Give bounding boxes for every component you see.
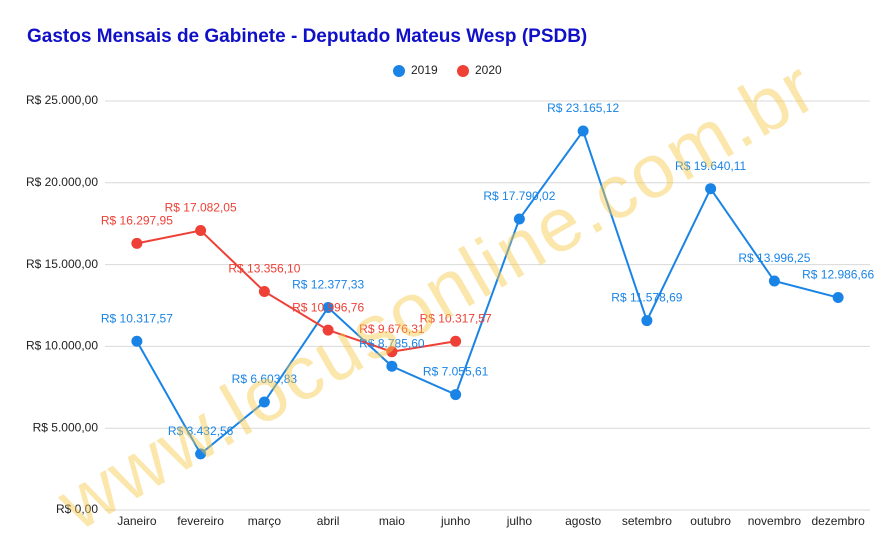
y-tick-label: R$ 0,00 [56, 502, 98, 516]
data-point [450, 389, 462, 401]
data-point [768, 275, 780, 287]
x-tick-label: setembro [622, 514, 672, 528]
x-tick-label: fevereiro [177, 514, 224, 528]
x-tick-label: abril [317, 514, 340, 528]
data-point [258, 285, 270, 297]
data-label: R$ 10.317,57 [420, 311, 492, 325]
data-label: R$ 10.317,57 [101, 311, 173, 325]
data-point [705, 183, 717, 195]
data-label: R$ 7.055,61 [423, 365, 489, 379]
x-tick-label: julho [506, 514, 533, 528]
legend-swatch [457, 65, 469, 77]
data-point [322, 302, 334, 314]
data-point [832, 292, 844, 304]
data-point [641, 315, 653, 327]
data-label: R$ 13.356,10 [228, 262, 300, 276]
data-point [258, 396, 270, 408]
data-label: R$ 19.640,11 [675, 159, 746, 173]
legend-label: 2019 [411, 63, 438, 77]
data-label: R$ 8.785,60 [359, 336, 425, 350]
x-tick-label: junho [440, 514, 471, 528]
x-tick-label: outubro [690, 514, 731, 528]
x-tick-label: dezembro [811, 514, 865, 528]
x-tick-label: agosto [565, 514, 601, 528]
y-tick-label: R$ 25.000,00 [26, 93, 98, 107]
x-tick-label: maio [379, 514, 405, 528]
chart-title: Gastos Mensais de Gabinete - Deputado Ma… [27, 26, 587, 47]
y-tick-label: R$ 20.000,00 [26, 175, 98, 189]
y-tick-label: R$ 5.000,00 [33, 420, 99, 434]
data-label: R$ 13.996,25 [738, 251, 810, 265]
data-label: R$ 16.297,95 [101, 214, 173, 228]
x-tick-label: março [248, 514, 282, 528]
data-point [386, 346, 398, 358]
x-tick-label: Janeiro [117, 514, 157, 528]
data-label: R$ 17.082,05 [165, 201, 237, 215]
y-tick-label: R$ 10.000,00 [26, 339, 98, 353]
data-label: R$ 17.790,02 [483, 189, 555, 203]
data-point [577, 125, 589, 137]
legend-swatch [393, 65, 405, 77]
y-tick-label: R$ 15.000,00 [26, 257, 98, 271]
data-point [513, 213, 525, 225]
data-label: R$ 3.432,56 [168, 424, 234, 438]
data-label: R$ 10.996,76 [292, 300, 364, 314]
data-point [195, 448, 207, 460]
data-point [131, 237, 143, 249]
series-line [136, 128, 839, 456]
data-label: R$ 9.676,31 [359, 322, 425, 336]
data-point [386, 360, 398, 372]
data-label: R$ 11.578,69 [611, 291, 682, 305]
data-point [322, 324, 334, 336]
series-line [136, 229, 456, 353]
data-label: R$ 12.986,66 [802, 268, 874, 282]
data-label: R$ 23.165,12 [547, 101, 619, 115]
data-point [131, 335, 143, 347]
data-point [195, 225, 207, 237]
data-label: R$ 6.603,83 [232, 372, 298, 386]
plot-area: R$ 0,00 R$ 5.000,00 R$ 10.000,00 R$ 15.000,… [26, 63, 875, 528]
data-label: R$ 12.377,33 [292, 278, 364, 292]
x-tick-label: novembro [748, 514, 802, 528]
data-point [450, 335, 462, 347]
legend-label: 2020 [475, 63, 502, 77]
